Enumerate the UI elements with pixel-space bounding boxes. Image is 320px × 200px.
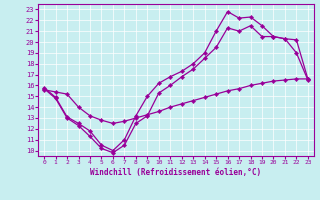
X-axis label: Windchill (Refroidissement éolien,°C): Windchill (Refroidissement éolien,°C) bbox=[91, 168, 261, 177]
